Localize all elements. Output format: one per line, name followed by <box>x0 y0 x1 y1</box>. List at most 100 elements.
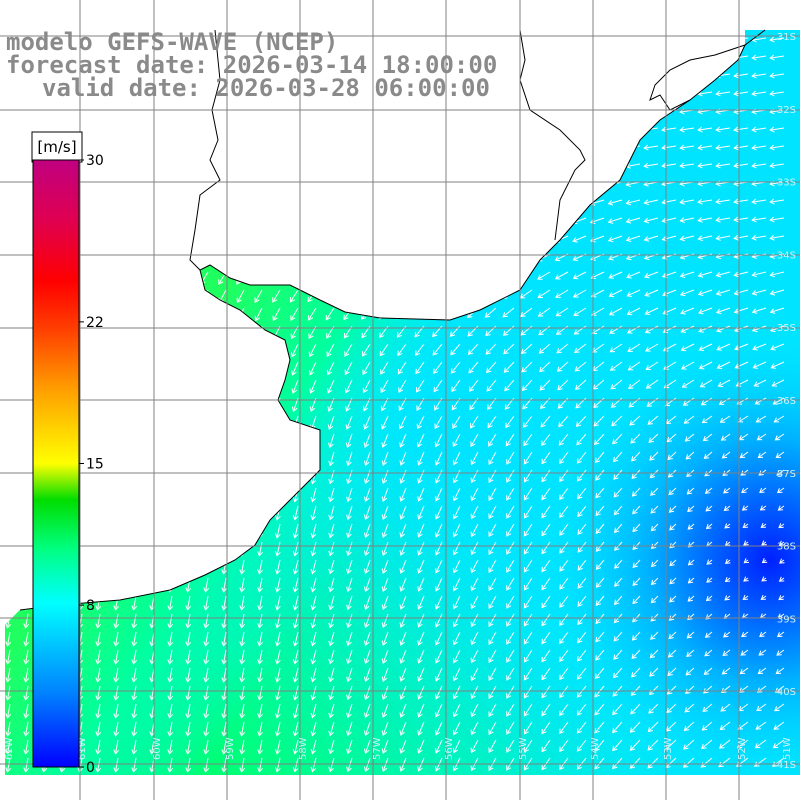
lat-label: 40S <box>777 687 796 698</box>
wind-arrow-head <box>523 567 529 573</box>
wind-arrow-head <box>257 713 263 719</box>
wind-arrow <box>704 667 713 675</box>
wind-arrow-head <box>381 604 388 611</box>
wind-arrow-head <box>669 543 675 549</box>
wind-arrow-head <box>221 677 228 683</box>
wind-arrow-head <box>614 599 620 606</box>
wind-arrow-head <box>239 731 246 737</box>
wind-arrow-head <box>758 650 764 656</box>
wind-arrow-head <box>451 386 457 393</box>
wind-arrow-head <box>772 399 779 405</box>
colorbar-tick-label: 0 <box>86 760 95 776</box>
wind-arrow-head <box>648 708 654 714</box>
wind-arrow-head <box>523 513 529 519</box>
wind-arrow-head <box>649 652 656 659</box>
wind-arrow <box>632 595 641 604</box>
wind-arrow-head <box>433 368 439 375</box>
wind-arrow-head <box>743 576 749 582</box>
wind-arrow <box>706 595 713 601</box>
wind-arrow-head <box>613 617 620 624</box>
wind-arrow-head <box>559 620 565 627</box>
wind-arrow-head <box>751 234 757 241</box>
wind-arrow-head <box>399 730 405 736</box>
wind-arrow-head <box>704 651 710 657</box>
wind-arrow-head <box>733 126 739 133</box>
wind-arrow-head <box>650 508 656 514</box>
wind-arrow <box>559 649 569 662</box>
wind-arrow-head <box>613 509 620 516</box>
wind-arrow-head <box>310 766 317 773</box>
wind-arrow-head <box>506 747 512 753</box>
wind-arrow-head <box>559 566 565 572</box>
wind-arrow <box>665 397 677 407</box>
wind-arrow <box>115 703 119 718</box>
wind-arrow-head <box>488 693 494 700</box>
wind-arrow-head <box>488 567 494 574</box>
wind-arrow-head <box>523 711 529 717</box>
wind-arrow <box>311 541 317 556</box>
wind-arrow <box>666 433 677 442</box>
wind-arrow <box>451 379 461 392</box>
wind-arrow <box>418 505 425 520</box>
wind-arrow-head <box>757 452 764 459</box>
wind-arrow-head <box>506 621 512 627</box>
wind-arrow-head <box>113 641 120 647</box>
wind-arrow <box>700 757 713 768</box>
wind-arrow <box>258 703 263 718</box>
wind-arrow-head <box>113 605 120 611</box>
wind-arrow <box>241 595 245 610</box>
wind-arrow <box>291 343 299 357</box>
wind-arrow-head <box>397 350 403 357</box>
wind-arrow <box>687 613 695 620</box>
wind-arrow-head <box>274 623 281 629</box>
wind-arrow <box>630 739 641 751</box>
wind-arrow <box>683 739 695 750</box>
wind-arrow-head <box>485 349 491 355</box>
wind-arrow <box>347 649 353 664</box>
wind-arrow <box>555 289 569 298</box>
wind-arrow <box>577 577 587 589</box>
wind-arrow <box>574 361 587 372</box>
wind-arrow-head <box>697 290 704 297</box>
wind-arrow <box>488 631 497 645</box>
wind-arrow <box>524 703 533 717</box>
wind-arrow <box>683 757 695 768</box>
wind-arrow-head <box>466 312 473 319</box>
wind-arrow-head <box>506 639 512 645</box>
wind-arrow-head <box>185 677 192 683</box>
wind-arrow <box>644 163 659 167</box>
wind-arrow <box>453 451 461 465</box>
wind-arrow <box>453 649 461 663</box>
wind-arrow <box>776 649 785 656</box>
wind-arrow <box>595 613 605 624</box>
wind-arrow-head <box>327 406 333 412</box>
wind-arrow-head <box>113 677 120 683</box>
wind-arrow-head <box>346 532 352 539</box>
lon-label: 59W <box>225 737 236 760</box>
wind-arrow <box>347 487 353 502</box>
wind-arrow-head <box>363 586 370 593</box>
wind-arrow <box>506 541 515 555</box>
wind-arrow-head <box>648 437 654 443</box>
wind-arrow-head <box>614 581 620 587</box>
wind-arrow-head <box>289 297 295 303</box>
wind-arrow-head <box>724 558 731 564</box>
wind-arrow-head <box>577 619 583 626</box>
wind-arrow <box>688 559 695 566</box>
wind-arrow-head <box>292 658 299 665</box>
colorbar-tick-label: 22 <box>86 315 104 331</box>
wind-arrow-head <box>292 730 299 737</box>
wind-arrow-head <box>541 512 547 519</box>
wind-arrow <box>223 649 227 664</box>
wind-arrow <box>435 577 443 591</box>
wind-arrow <box>669 613 677 621</box>
wind-arrow-head <box>769 289 776 296</box>
wind-arrow <box>169 721 173 736</box>
wind-arrow <box>647 739 659 751</box>
wind-arrow-head <box>417 712 423 718</box>
lat-label: 38S <box>777 542 796 553</box>
wind-arrow-head <box>470 639 476 646</box>
wind-arrow-head <box>435 675 441 682</box>
wind-arrow <box>541 649 551 662</box>
wind-arrow-head <box>95 677 102 683</box>
